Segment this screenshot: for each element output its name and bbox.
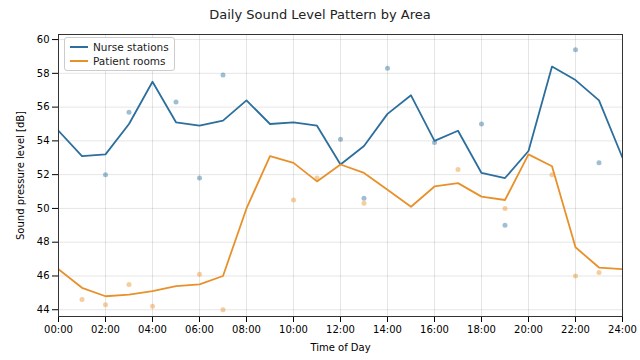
svg-text:16:00: 16:00: [420, 324, 449, 335]
svg-text:06:00: 06:00: [185, 324, 214, 335]
html-text:Daily Sound Level Pattern by A: Daily Sound Level Pattern by Area: [209, 7, 431, 22]
svg-text:54: 54: [37, 135, 50, 146]
svg-text:18:00: 18:00: [467, 324, 496, 335]
svg-text:22:00: 22:00: [561, 324, 590, 335]
svg-text:10:00: 10:00: [279, 324, 308, 335]
svg-text:04:00: 04:00: [138, 324, 167, 335]
svg-text:50: 50: [37, 203, 50, 214]
svg-text:12:00: 12:00: [326, 324, 355, 335]
svg-text:02:00: 02:00: [91, 324, 120, 335]
svg-text:14:00: 14:00: [373, 324, 402, 335]
svg-text:08:00: 08:00: [232, 324, 261, 335]
svg-text:24:00: 24:00: [608, 324, 637, 335]
svg-text:Sound pressure level [dB]: Sound pressure level [dB]: [15, 111, 26, 240]
svg-text:58: 58: [37, 68, 50, 79]
svg-text:48: 48: [37, 236, 50, 247]
svg-text:20:00: 20:00: [514, 324, 543, 335]
svg-text:52: 52: [37, 169, 50, 180]
svg-text:44: 44: [37, 304, 50, 315]
html-text:Nurse stations: Nurse stations: [93, 41, 169, 53]
svg-text:46: 46: [37, 270, 50, 281]
svg-text:60: 60: [37, 34, 50, 45]
svg-text:56: 56: [37, 101, 50, 112]
svg-text:00:00: 00:00: [44, 324, 73, 335]
svg-text:Time of Day: Time of Day: [309, 342, 370, 353]
html-text:Patient rooms: Patient rooms: [93, 55, 166, 67]
